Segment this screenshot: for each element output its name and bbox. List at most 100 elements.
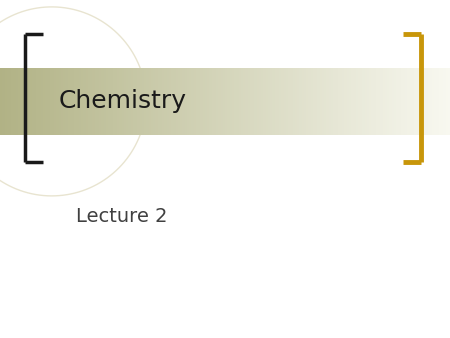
Bar: [230, 68, 232, 135]
Bar: [56, 68, 59, 135]
Bar: [196, 68, 198, 135]
Bar: [351, 68, 354, 135]
Bar: [385, 68, 387, 135]
Bar: [108, 68, 111, 135]
Bar: [425, 68, 428, 135]
Bar: [236, 68, 239, 135]
Bar: [58, 68, 61, 135]
Bar: [335, 68, 338, 135]
Bar: [410, 68, 412, 135]
Bar: [187, 68, 189, 135]
Bar: [144, 68, 147, 135]
Bar: [2, 68, 5, 135]
Bar: [317, 68, 320, 135]
Bar: [205, 68, 207, 135]
Bar: [34, 68, 36, 135]
Bar: [310, 68, 313, 135]
Bar: [182, 68, 185, 135]
Bar: [270, 68, 273, 135]
Bar: [430, 68, 432, 135]
Bar: [153, 68, 156, 135]
Bar: [326, 68, 329, 135]
Bar: [7, 68, 9, 135]
Bar: [169, 68, 171, 135]
Bar: [333, 68, 336, 135]
Bar: [250, 68, 252, 135]
Bar: [418, 68, 421, 135]
Bar: [135, 68, 138, 135]
Bar: [155, 68, 158, 135]
Bar: [263, 68, 266, 135]
Bar: [252, 68, 255, 135]
Bar: [162, 68, 165, 135]
Bar: [45, 68, 48, 135]
Bar: [284, 68, 286, 135]
Bar: [261, 68, 264, 135]
Bar: [428, 68, 430, 135]
Bar: [22, 68, 25, 135]
Bar: [266, 68, 268, 135]
Bar: [290, 68, 293, 135]
Bar: [25, 68, 27, 135]
Bar: [248, 68, 250, 135]
Bar: [207, 68, 210, 135]
Bar: [74, 68, 77, 135]
Bar: [214, 68, 216, 135]
Bar: [367, 68, 369, 135]
Bar: [378, 68, 381, 135]
Bar: [313, 68, 315, 135]
Bar: [104, 68, 106, 135]
Bar: [189, 68, 192, 135]
Bar: [18, 68, 21, 135]
Bar: [360, 68, 363, 135]
Bar: [436, 68, 439, 135]
Bar: [315, 68, 318, 135]
Bar: [308, 68, 311, 135]
Bar: [180, 68, 183, 135]
Bar: [70, 68, 72, 135]
Bar: [340, 68, 342, 135]
Bar: [137, 68, 140, 135]
Bar: [274, 68, 277, 135]
Bar: [32, 68, 34, 135]
Bar: [223, 68, 225, 135]
Bar: [94, 68, 97, 135]
Bar: [126, 68, 129, 135]
Bar: [119, 68, 122, 135]
Bar: [439, 68, 441, 135]
Bar: [63, 68, 66, 135]
Bar: [346, 68, 349, 135]
Bar: [448, 68, 450, 135]
Bar: [295, 68, 297, 135]
Bar: [218, 68, 221, 135]
Bar: [140, 68, 142, 135]
Bar: [443, 68, 446, 135]
Bar: [198, 68, 201, 135]
Bar: [441, 68, 444, 135]
Bar: [423, 68, 426, 135]
Bar: [65, 68, 68, 135]
Bar: [353, 68, 356, 135]
Text: Chemistry: Chemistry: [58, 89, 186, 114]
Bar: [288, 68, 291, 135]
Bar: [299, 68, 302, 135]
Bar: [133, 68, 135, 135]
Bar: [54, 68, 57, 135]
Bar: [364, 68, 367, 135]
Bar: [11, 68, 14, 135]
Bar: [220, 68, 223, 135]
Bar: [277, 68, 279, 135]
Bar: [232, 68, 234, 135]
Bar: [281, 68, 284, 135]
Bar: [403, 68, 405, 135]
Bar: [374, 68, 376, 135]
Bar: [184, 68, 187, 135]
Bar: [243, 68, 246, 135]
Bar: [392, 68, 394, 135]
Bar: [202, 68, 205, 135]
Bar: [191, 68, 194, 135]
Bar: [20, 68, 23, 135]
Bar: [234, 68, 237, 135]
Bar: [320, 68, 322, 135]
Bar: [81, 68, 84, 135]
